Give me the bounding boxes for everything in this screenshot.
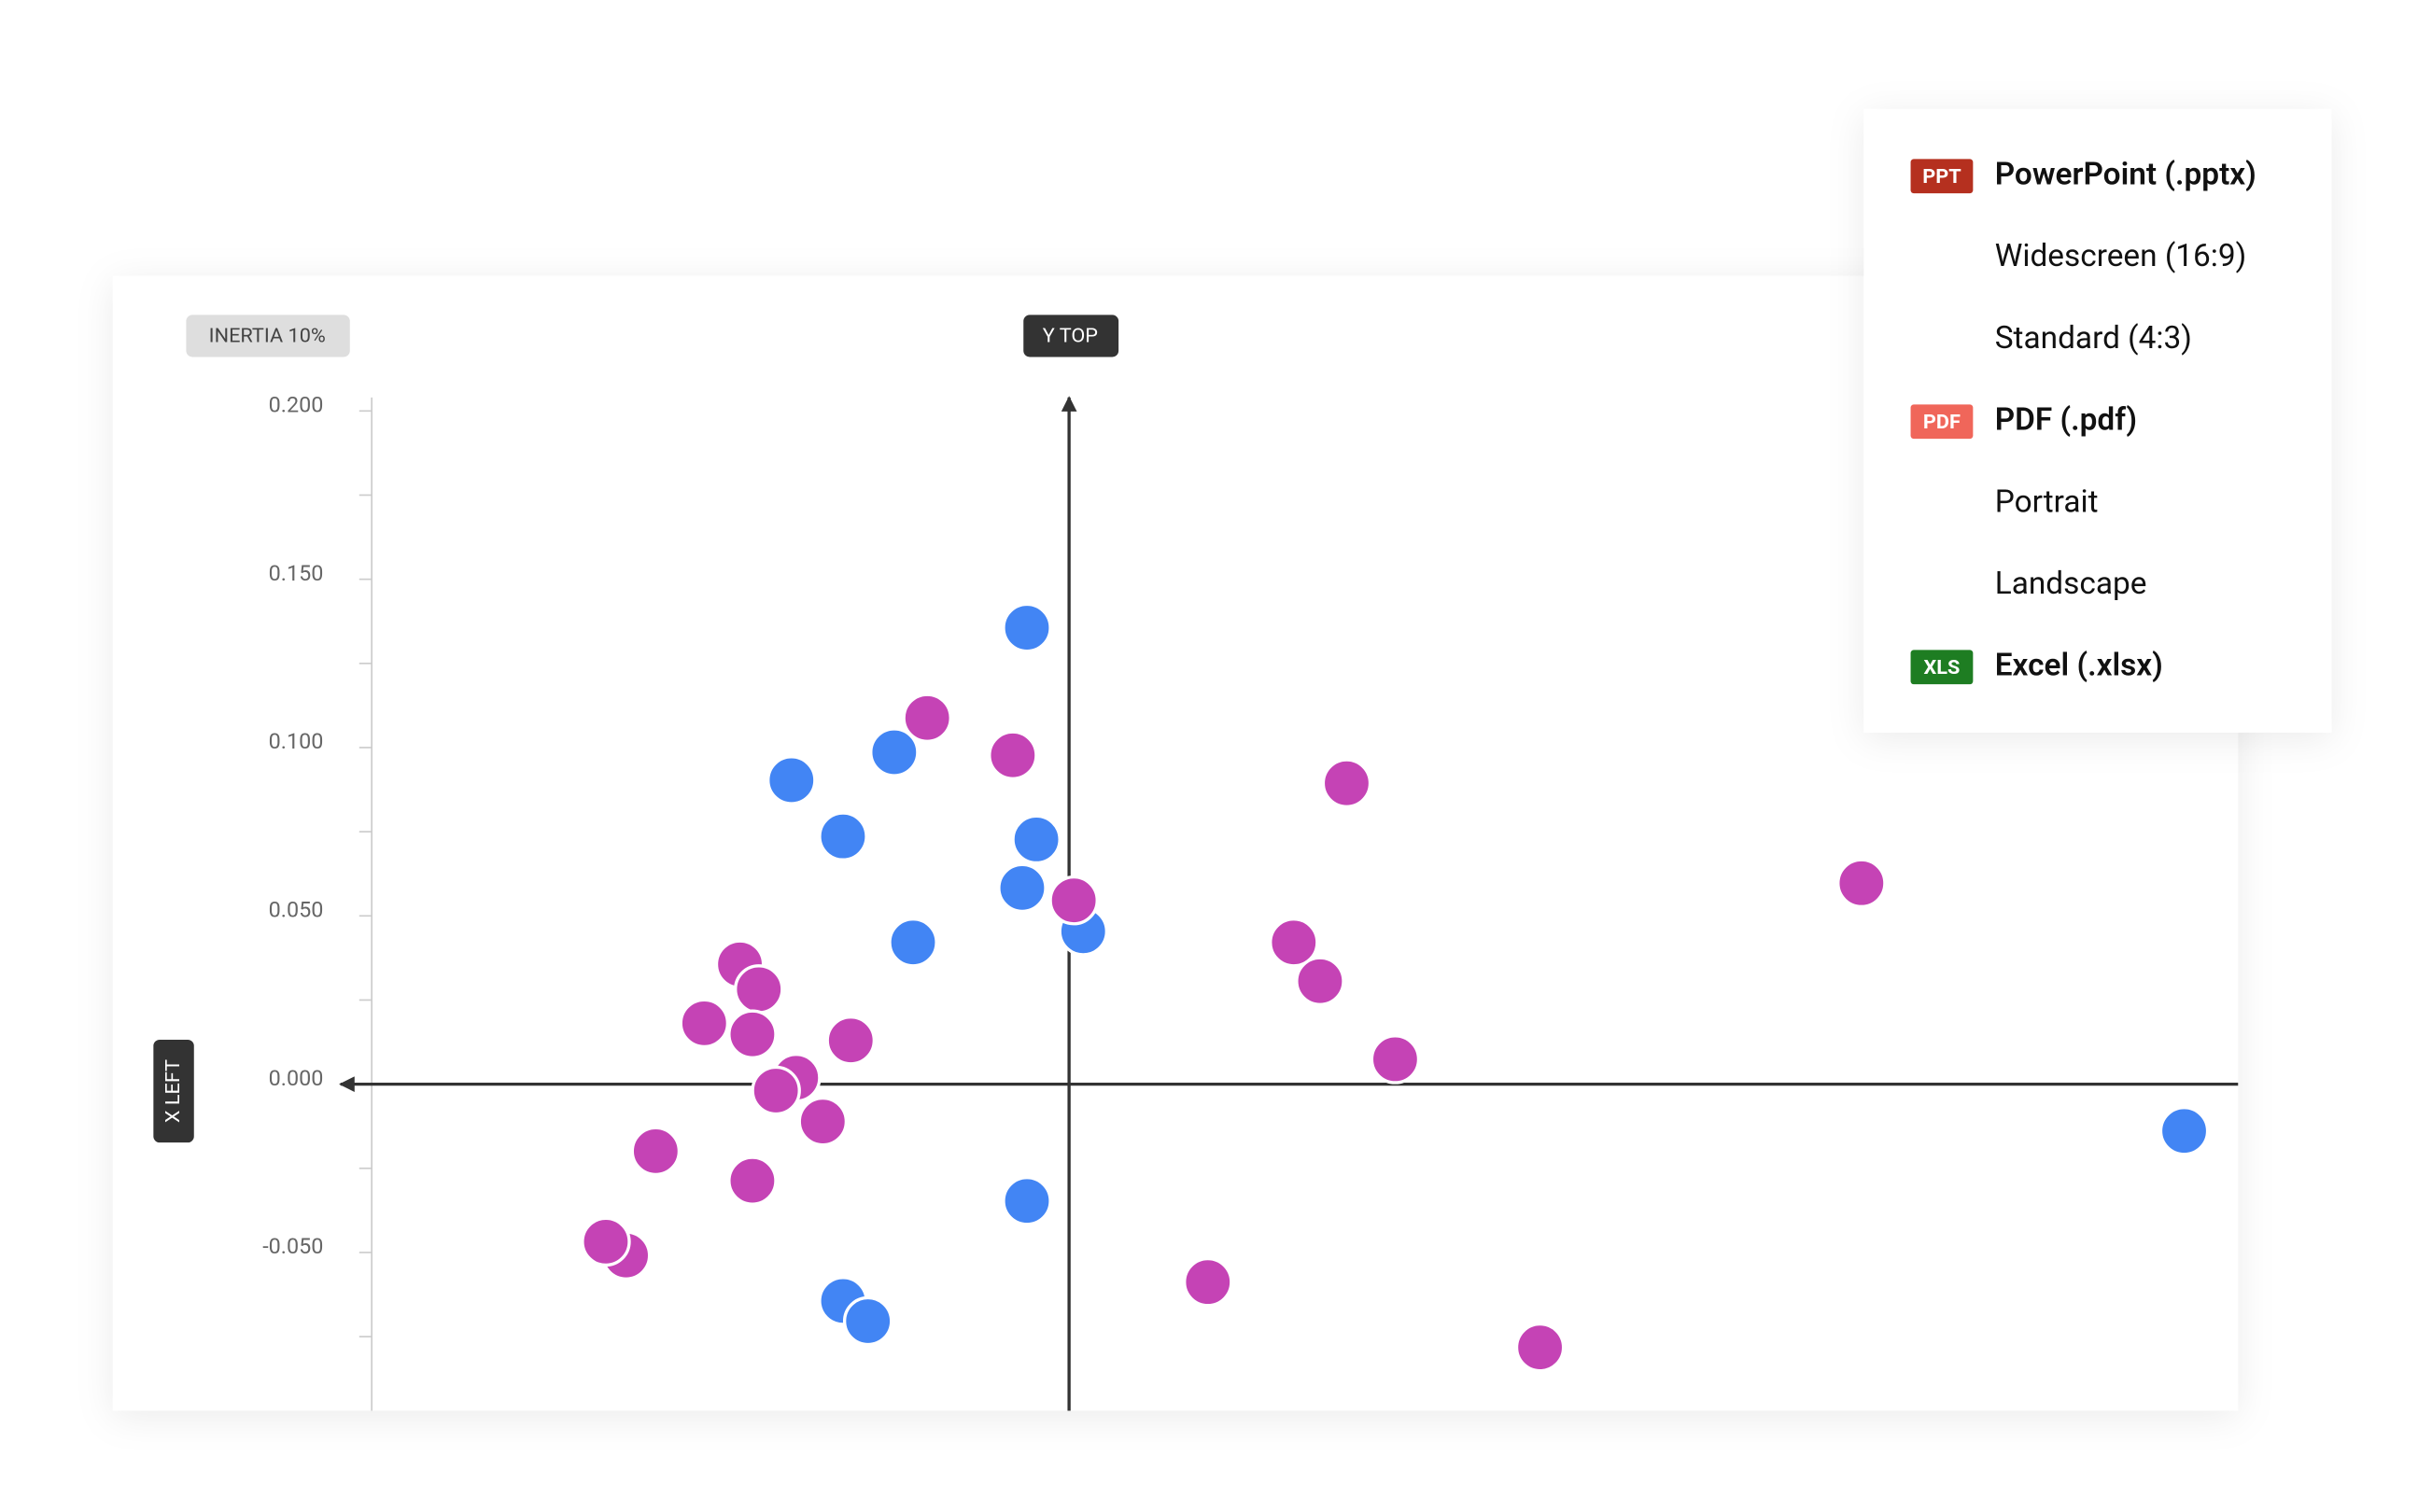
menu-item[interactable]: PowerPoint (.pptx) (1995, 157, 2256, 193)
menu-item[interactable]: Standard (4:3) (1995, 320, 2192, 357)
point (888, 917, 938, 968)
y-axis-label: Y TOP (1043, 324, 1098, 347)
x-axis-label: X LEFT (162, 1059, 185, 1123)
point (842, 1295, 893, 1347)
point (1048, 875, 1099, 926)
y-tick-label: 0.150 (269, 560, 324, 586)
point (766, 755, 817, 805)
point (679, 998, 730, 1049)
format-badge-text: PDF (1923, 411, 1961, 434)
point (2158, 1106, 2210, 1156)
chart: 0.200 0.150 0.100 0.050 0.000 -0.050 INERTIA 1… (153, 315, 2239, 1411)
point (825, 1015, 877, 1066)
point (630, 1126, 682, 1177)
point (727, 1155, 778, 1206)
point (869, 727, 920, 777)
y-axis-chip (1023, 315, 1119, 357)
menu-item[interactable]: Landscape (1995, 566, 2147, 602)
inertia-chip (186, 315, 350, 357)
point (988, 730, 1038, 780)
point (1002, 1176, 1052, 1226)
point (1370, 1034, 1421, 1085)
point (751, 1065, 801, 1116)
point (1002, 602, 1052, 653)
format-badge (1910, 404, 1974, 440)
point (997, 862, 1047, 914)
menu-item[interactable]: Excel (.xlsx) (1995, 648, 2163, 684)
point (1321, 758, 1372, 808)
y-tick-label: 0.050 (269, 896, 324, 922)
inertia-label: INERTIA 10% (209, 324, 326, 347)
point (1269, 917, 1319, 968)
y-tick-label: 0.100 (269, 728, 324, 754)
menu-items: PPT PowerPoint (.pptx) Widescreen (16:9) St… (1910, 157, 2256, 685)
point (727, 1009, 778, 1059)
y-tick-label: 0.000 (269, 1065, 324, 1091)
menu-item[interactable]: Widescreen (16:9) (1995, 238, 2247, 274)
point (581, 1216, 631, 1267)
format-badge-text: PPT (1922, 165, 1961, 189)
format-badge (1910, 650, 1974, 685)
format-badge-text: XLS (1924, 656, 1961, 679)
point (1295, 956, 1345, 1006)
y-tick-label: 0.200 (269, 391, 324, 417)
point (1836, 858, 1887, 909)
x-axis-chip (153, 1039, 194, 1143)
format-badge (1910, 159, 1974, 194)
point (1011, 814, 1061, 865)
point (1183, 1256, 1233, 1308)
menu-item[interactable]: PDF (.pdf) (1995, 402, 2137, 439)
point (902, 693, 952, 743)
point (734, 964, 784, 1015)
point (1514, 1322, 1566, 1373)
y-tick-label: -0.050 (262, 1233, 323, 1259)
point (797, 1096, 849, 1147)
menu-item[interactable]: Portrait (1995, 483, 2099, 520)
point (818, 811, 868, 861)
